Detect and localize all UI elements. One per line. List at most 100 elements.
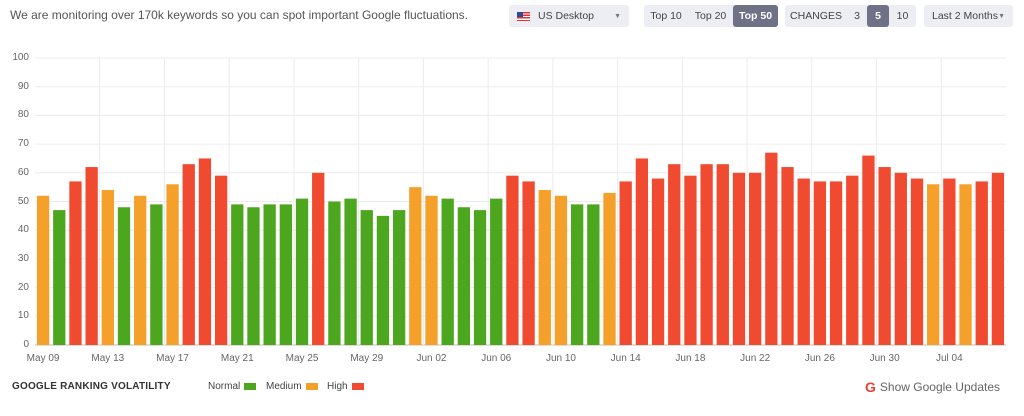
bar-jun-07[interactable] [506,175,519,345]
x-tick-label: Jun 10 [545,353,576,364]
bar-may-28[interactable] [344,198,357,345]
bar-may-18[interactable] [182,164,195,345]
bar-may-23[interactable] [263,204,276,345]
x-tick-label: May 25 [285,353,319,364]
bar-may-31[interactable] [392,210,406,345]
bar-may-29[interactable] [360,210,373,345]
bar-jun-01[interactable] [409,187,422,345]
show-updates-label: Show Google Updates [879,380,1000,394]
y-tick-label: 0 [23,339,29,350]
x-tick-label: Jun 02 [416,353,447,364]
bar-jun-24[interactable] [781,167,794,345]
bar-may-24[interactable] [279,204,292,345]
bar-may-22[interactable] [247,207,260,345]
bar-may-30[interactable] [376,215,390,345]
bar-jun-09[interactable] [538,190,551,345]
y-tick-label: 60 [17,166,29,178]
bar-jul-04[interactable] [943,178,956,345]
changes-selector: CHANGES 3 5 10 [785,5,916,27]
chevron-down-icon: ▼ [998,12,1005,20]
bar-jun-08[interactable] [522,181,535,345]
bar-jun-02[interactable] [425,195,438,345]
bar-may-10[interactable] [53,210,66,345]
bar-jun-17[interactable] [668,164,681,345]
bar-jun-10[interactable] [554,195,568,345]
bar-may-19[interactable] [198,158,212,345]
bar-may-12[interactable] [85,167,98,345]
changes-option-5[interactable]: 5 [867,5,889,27]
bar-may-20[interactable] [214,175,228,345]
bar-jun-12[interactable] [587,204,600,345]
intro-text: We are monitoring over 170k keywords so … [10,8,469,22]
x-tick-label: Jun 14 [610,353,641,364]
bar-may-25[interactable] [295,198,309,345]
bar-jun-21[interactable] [732,172,746,345]
bar-jul-06[interactable] [975,181,988,345]
bar-jun-20[interactable] [716,164,729,345]
y-tick-label: 70 [17,138,29,150]
bar-jul-02[interactable] [910,178,924,345]
changes-label: CHANGES [790,10,842,22]
bar-may-27[interactable] [328,201,341,346]
bar-jun-30[interactable] [878,167,891,345]
bar-jun-03[interactable] [441,198,454,345]
bar-may-26[interactable] [312,172,325,345]
bar-jun-29[interactable] [862,155,875,345]
bar-may-09[interactable] [36,195,50,345]
changes-option-3[interactable]: 3 [854,10,860,22]
bar-jun-18[interactable] [684,175,697,345]
bar-jun-04[interactable] [457,207,471,345]
bar-jun-26[interactable] [813,181,827,345]
y-tick-label: 50 [17,195,29,207]
google-g-icon: G [865,379,876,395]
show-google-updates-link[interactable]: G Show Google Updates [865,379,1000,395]
device-selector[interactable]: US Desktop ▼ [509,5,629,27]
bar-jun-13[interactable] [603,192,616,345]
bar-jun-25[interactable] [797,178,810,345]
legend-medium-label: Medium [266,381,302,392]
tab-top-50[interactable]: Top 50 [733,5,778,27]
legend-high-label: High [327,381,348,392]
bar-jun-15[interactable] [635,158,649,345]
bar-jul-01[interactable] [894,172,907,345]
legend-medium: Medium [266,381,318,392]
bar-may-11[interactable] [69,181,82,345]
y-tick-label: 80 [17,109,29,121]
bar-jul-07[interactable] [991,172,1005,345]
legend-normal-swatch [244,383,257,390]
period-selector[interactable]: Last 2 Months ▼ [924,5,1013,27]
legend-high-swatch [351,383,364,390]
bar-jul-03[interactable] [927,184,940,345]
x-tick-label: Jul 04 [936,353,963,364]
bar-jun-14[interactable] [619,181,632,345]
bar-jun-11[interactable] [570,204,584,345]
y-tick-label: 30 [17,252,29,264]
bar-jun-27[interactable] [829,181,843,345]
x-tick-label: May 13 [91,353,125,364]
x-tick-label: May 29 [350,353,384,364]
bar-may-21[interactable] [231,204,244,345]
bar-jun-19[interactable] [700,164,713,345]
bar-may-16[interactable] [150,204,163,345]
bar-may-15[interactable] [134,195,147,345]
y-tick-label: 40 [17,224,29,236]
bar-jun-16[interactable] [651,178,665,345]
tab-top-10[interactable]: Top 10 [650,10,682,22]
top-results-tabs: Top 10 Top 20 Top 50 [644,5,778,27]
period-selector-value: Last 2 Months [932,10,998,22]
legend-normal: Normal [208,381,257,392]
tab-top-20[interactable]: Top 20 [694,10,727,22]
x-tick-label: May 17 [156,353,189,364]
bar-jun-06[interactable] [490,198,503,345]
bar-may-13[interactable] [101,190,114,345]
bar-jun-23[interactable] [765,152,778,345]
bar-may-17[interactable] [166,184,179,345]
bar-may-14[interactable] [117,207,131,345]
x-tick-label: Jun 22 [740,353,771,364]
bar-jun-28[interactable] [846,175,859,345]
legend-medium-swatch [305,383,318,390]
bar-jul-05[interactable] [959,184,972,345]
changes-option-10[interactable]: 10 [896,10,909,22]
bar-jun-22[interactable] [749,172,762,345]
bar-jun-05[interactable] [473,210,487,345]
